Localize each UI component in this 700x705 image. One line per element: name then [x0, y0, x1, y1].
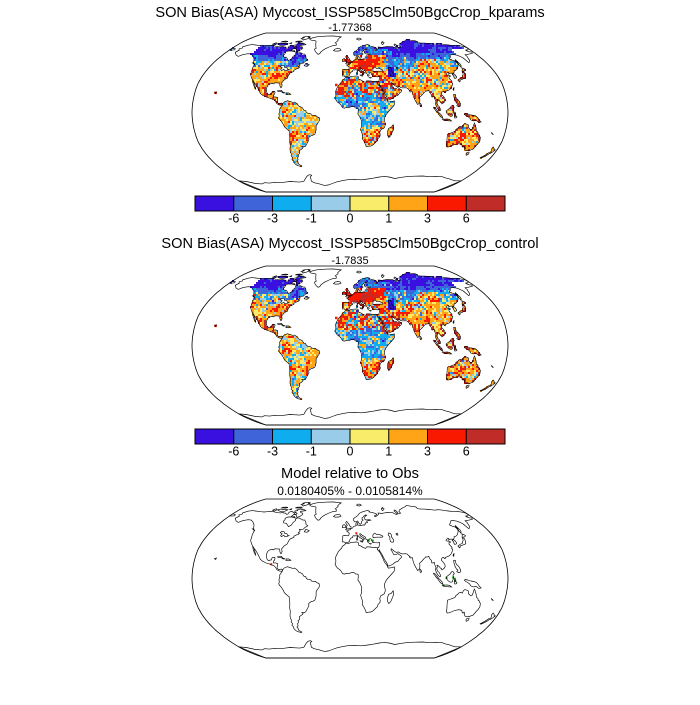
- svg-text:3: 3: [424, 445, 431, 459]
- svg-text:-1.7835: -1.7835: [331, 255, 368, 267]
- svg-text:-3: -3: [267, 445, 278, 459]
- svg-text:6: 6: [463, 445, 470, 459]
- svg-text:SON Bias(ASA) Myccost_ISSP585C: SON Bias(ASA) Myccost_ISSP585Clm50BgcCro…: [155, 5, 544, 21]
- svg-text:-6: -6: [228, 212, 239, 226]
- svg-text:-3: -3: [267, 212, 278, 226]
- svg-text:-1: -1: [306, 445, 317, 459]
- svg-text:1: 1: [385, 445, 392, 459]
- svg-text:3: 3: [424, 212, 431, 226]
- svg-text:0: 0: [347, 445, 354, 459]
- svg-text:0: 0: [347, 212, 354, 226]
- svg-text:1: 1: [385, 212, 392, 226]
- svg-text:0.0180405% - 0.0105814%: 0.0180405% - 0.0105814%: [277, 484, 423, 498]
- svg-text:-6: -6: [228, 445, 239, 459]
- svg-text:Model relative to Obs: Model relative to Obs: [281, 466, 419, 482]
- svg-text:-1: -1: [306, 212, 317, 226]
- svg-text:6: 6: [463, 212, 470, 226]
- svg-text:-1.77368: -1.77368: [328, 22, 371, 34]
- svg-text:SON Bias(ASA) Myccost_ISSP585C: SON Bias(ASA) Myccost_ISSP585Clm50BgcCro…: [161, 236, 538, 252]
